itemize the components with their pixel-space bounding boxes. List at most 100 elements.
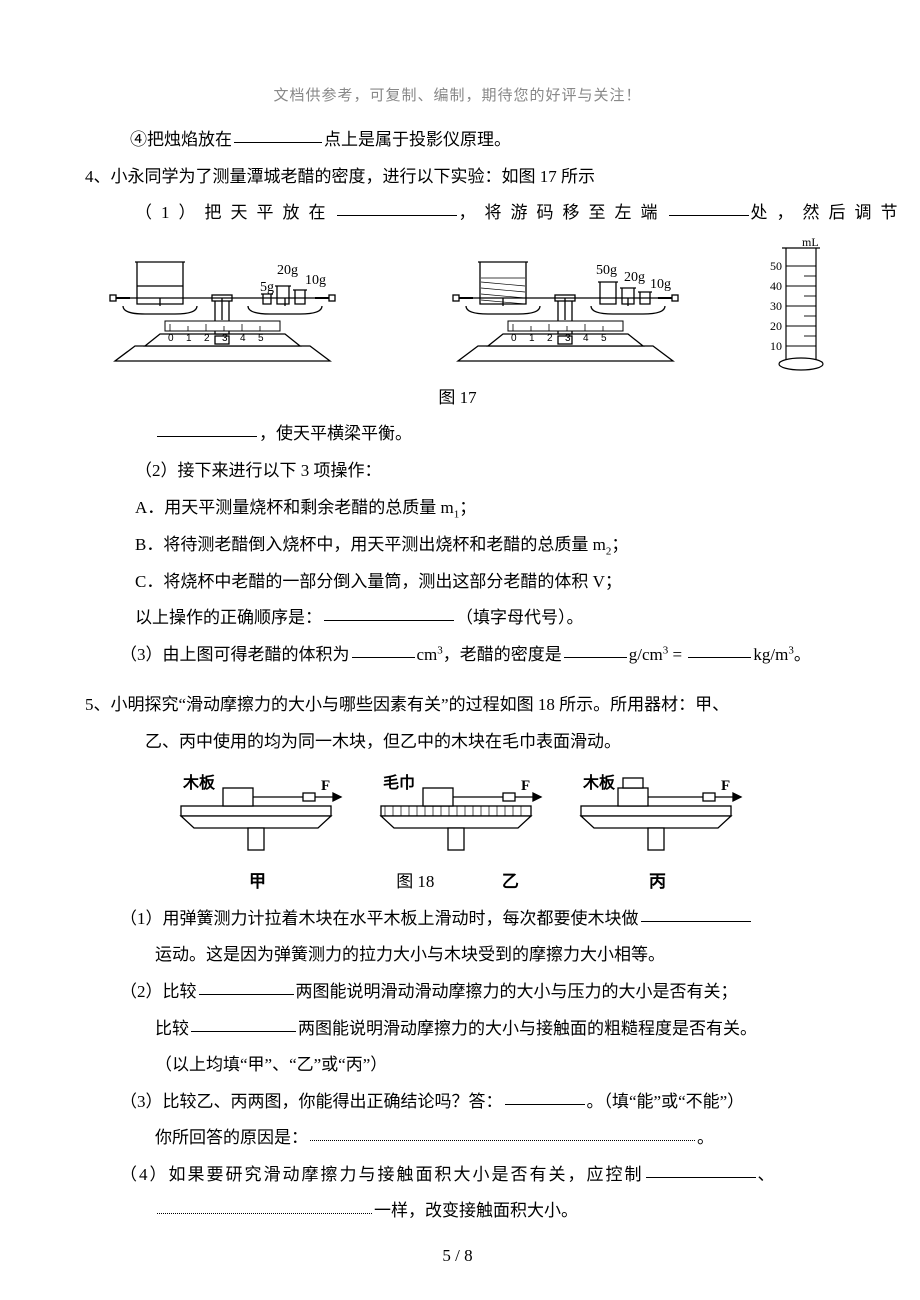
svg-text:1: 1 <box>529 333 535 344</box>
text: A．用天平测量烧杯和剩余老醋的总质量 m <box>135 498 454 517</box>
text: ，使天平横梁平衡。 <box>259 424 412 443</box>
blank <box>191 1014 296 1032</box>
blank <box>564 640 627 658</box>
q4-p1: （1）把天平放在，将游码移至左端处，然后调节 <box>85 195 830 232</box>
q5-p1-b: 运动。这是因为弹簧测力的拉力大小与木块受到的摩擦力大小相等。 <box>85 937 830 974</box>
svg-text:2: 2 <box>204 333 210 344</box>
q4-p2-C: C．将烧杯中老醋的一部分倒入量筒，测出这部分老醋的体积 V； <box>85 564 830 601</box>
blank <box>641 904 751 922</box>
q4-p2-head: （2）接下来进行以下 3 项操作： <box>85 453 830 490</box>
setup-yi: 毛巾 F <box>363 764 553 864</box>
svg-text:F: F <box>321 778 330 794</box>
svg-text:20g: 20g <box>277 263 298 278</box>
text: 。（填“能”或“不能”） <box>587 1092 745 1111</box>
svg-text:10g: 10g <box>305 273 326 288</box>
q5-p1-a: （1）用弹簧测力计拉着木块在水平木板上滑动时，每次都要使木块做 <box>85 901 830 938</box>
svg-text:0: 0 <box>168 333 174 344</box>
svg-text:F: F <box>721 778 730 794</box>
q4-p2-A: A．用天平测量烧杯和剩余老醋的总质量 m1； <box>85 490 830 527</box>
fig18-labels-row: 甲 图 18 乙 丙 <box>85 864 830 901</box>
q4-p2-B: B．将待测老醋倒入烧杯中，用天平测出烧杯和老醋的总质量 m2； <box>85 527 830 564</box>
text: （1）把天平放在 <box>135 203 335 222</box>
q5-intro-b: 乙、丙中使用的均为同一木块，但乙中的木块在毛巾表面滑动。 <box>85 724 830 761</box>
blank <box>199 977 294 995</box>
blank <box>646 1160 756 1178</box>
svg-text:4: 4 <box>583 333 589 344</box>
q5-p2-c: 比较两图能说明滑动摩擦力的大小与接触面的粗糙程度是否有关。 <box>85 1011 830 1048</box>
blank <box>324 603 454 621</box>
page-number: 5 / 8 <box>85 1238 830 1275</box>
blank <box>337 198 457 216</box>
figure-17: 0 1 2 3 4 5 5g 20g 10g <box>85 236 830 376</box>
text: （2）比较 <box>120 982 197 1001</box>
text: （4）如果要研究滑动摩擦力与接触面积大小是否有关，应控制 <box>120 1165 644 1184</box>
svg-text:1: 1 <box>186 333 192 344</box>
subscript: 2 <box>606 545 612 557</box>
q5-p2-e: （以上均填“甲”、“乙”或“丙”） <box>85 1047 830 1084</box>
svg-text:毛巾: 毛巾 <box>383 773 415 792</box>
q5-p2-a: （2）比较两图能说明滑动滑动摩擦力的大小与压力的大小是否有关； <box>85 974 830 1011</box>
q3-line4: ④把烛焰放在 点上是属于投影仪原理。 <box>85 122 830 159</box>
text: ，老醋的密度是 <box>443 645 562 664</box>
text: cm <box>417 645 438 664</box>
text: g/cm <box>629 645 663 664</box>
blank <box>157 419 257 437</box>
text: （3）比较乙、丙两图，你能得出正确结论吗？答： <box>120 1092 503 1111</box>
svg-text:5: 5 <box>601 333 607 344</box>
blank <box>352 640 415 658</box>
text: = <box>668 645 686 664</box>
svg-text:木板: 木板 <box>182 773 216 792</box>
blank <box>688 640 751 658</box>
header-note: 文档供参考，可复制、编制，期待您的好评与关注！ <box>85 80 830 112</box>
text: B．将待测老醋倒入烧杯中，用天平测出烧杯和老醋的总质量 m <box>135 535 606 554</box>
blank <box>505 1087 585 1105</box>
q4-intro: 4、小永同学为了测量潭城老醋的密度，进行以下实验：如图 17 所示 <box>85 159 830 196</box>
q5-p4-a: （4）如果要研究滑动摩擦力与接触面积大小是否有关，应控制 、 <box>85 1157 830 1194</box>
figure-18: 木板 F <box>85 764 830 864</box>
subscript: 1 <box>454 508 460 520</box>
blank <box>669 198 749 216</box>
text: （填字母代号）。 <box>456 608 584 627</box>
svg-text:3: 3 <box>222 333 228 344</box>
svg-text:0: 0 <box>511 333 517 344</box>
q4-p2-order: 以上操作的正确顺序是： （填字母代号）。 <box>85 600 830 637</box>
svg-text:50g: 50g <box>596 263 617 278</box>
text: ，将游码移至左端 <box>459 203 667 222</box>
balance-right: 012 345 50g 20g 10g <box>428 246 703 376</box>
text: kg/m <box>753 645 788 664</box>
svg-text:20: 20 <box>770 319 782 333</box>
text: 以上操作的正确顺序是： <box>135 608 322 627</box>
text: 一样，改变接触面积大小。 <box>374 1201 578 1220</box>
q5-intro-a: 5、小明探究“滑动摩擦力的大小与哪些因素有关”的过程如图 18 所示。所用器材：… <box>85 687 830 724</box>
svg-text:4: 4 <box>240 333 246 344</box>
text: 你所回答的原因是： <box>155 1128 308 1147</box>
svg-text:40: 40 <box>770 279 782 293</box>
q5-p4-c: 一样，改变接触面积大小。 <box>85 1193 830 1230</box>
text: 。 <box>794 645 811 664</box>
text: 、 <box>758 1165 775 1184</box>
q4-p1-tail: ，使天平横梁平衡。 <box>85 416 830 453</box>
balance-left: 0 1 2 3 4 5 5g 20g 10g <box>85 246 360 376</box>
svg-text:5g: 5g <box>260 280 274 295</box>
q4-p3: （3）由上图可得老醋的体积为cm3，老醋的密度是g/cm3 = kg/m3。 <box>85 637 830 674</box>
svg-text:10: 10 <box>770 339 782 353</box>
text: ④把烛焰放在 <box>130 130 232 149</box>
blank <box>310 1123 695 1141</box>
fig18-caption: 图 18 <box>396 864 434 901</box>
svg-text:5: 5 <box>258 333 264 344</box>
svg-text:2: 2 <box>547 333 553 344</box>
svg-text:10g: 10g <box>650 277 671 292</box>
label-jia: 甲 <box>163 864 353 901</box>
svg-text:50: 50 <box>770 259 782 273</box>
label-yi: 乙 <box>502 864 519 901</box>
graduated-cylinder: mL 50 40 30 20 10 <box>770 236 830 376</box>
svg-text:30: 30 <box>770 299 782 313</box>
svg-text:mL: mL <box>802 236 819 249</box>
setup-bing: 木板 F <box>563 764 753 864</box>
setup-jia: 木板 F <box>163 764 353 864</box>
q5-p3-c: 你所回答的原因是：。 <box>85 1120 830 1157</box>
text: 点上是属于投影仪原理。 <box>324 130 511 149</box>
label-bing: 丙 <box>563 864 753 901</box>
text: （3）由上图可得老醋的体积为 <box>120 645 350 664</box>
text: 处，然后调节 <box>751 203 907 222</box>
